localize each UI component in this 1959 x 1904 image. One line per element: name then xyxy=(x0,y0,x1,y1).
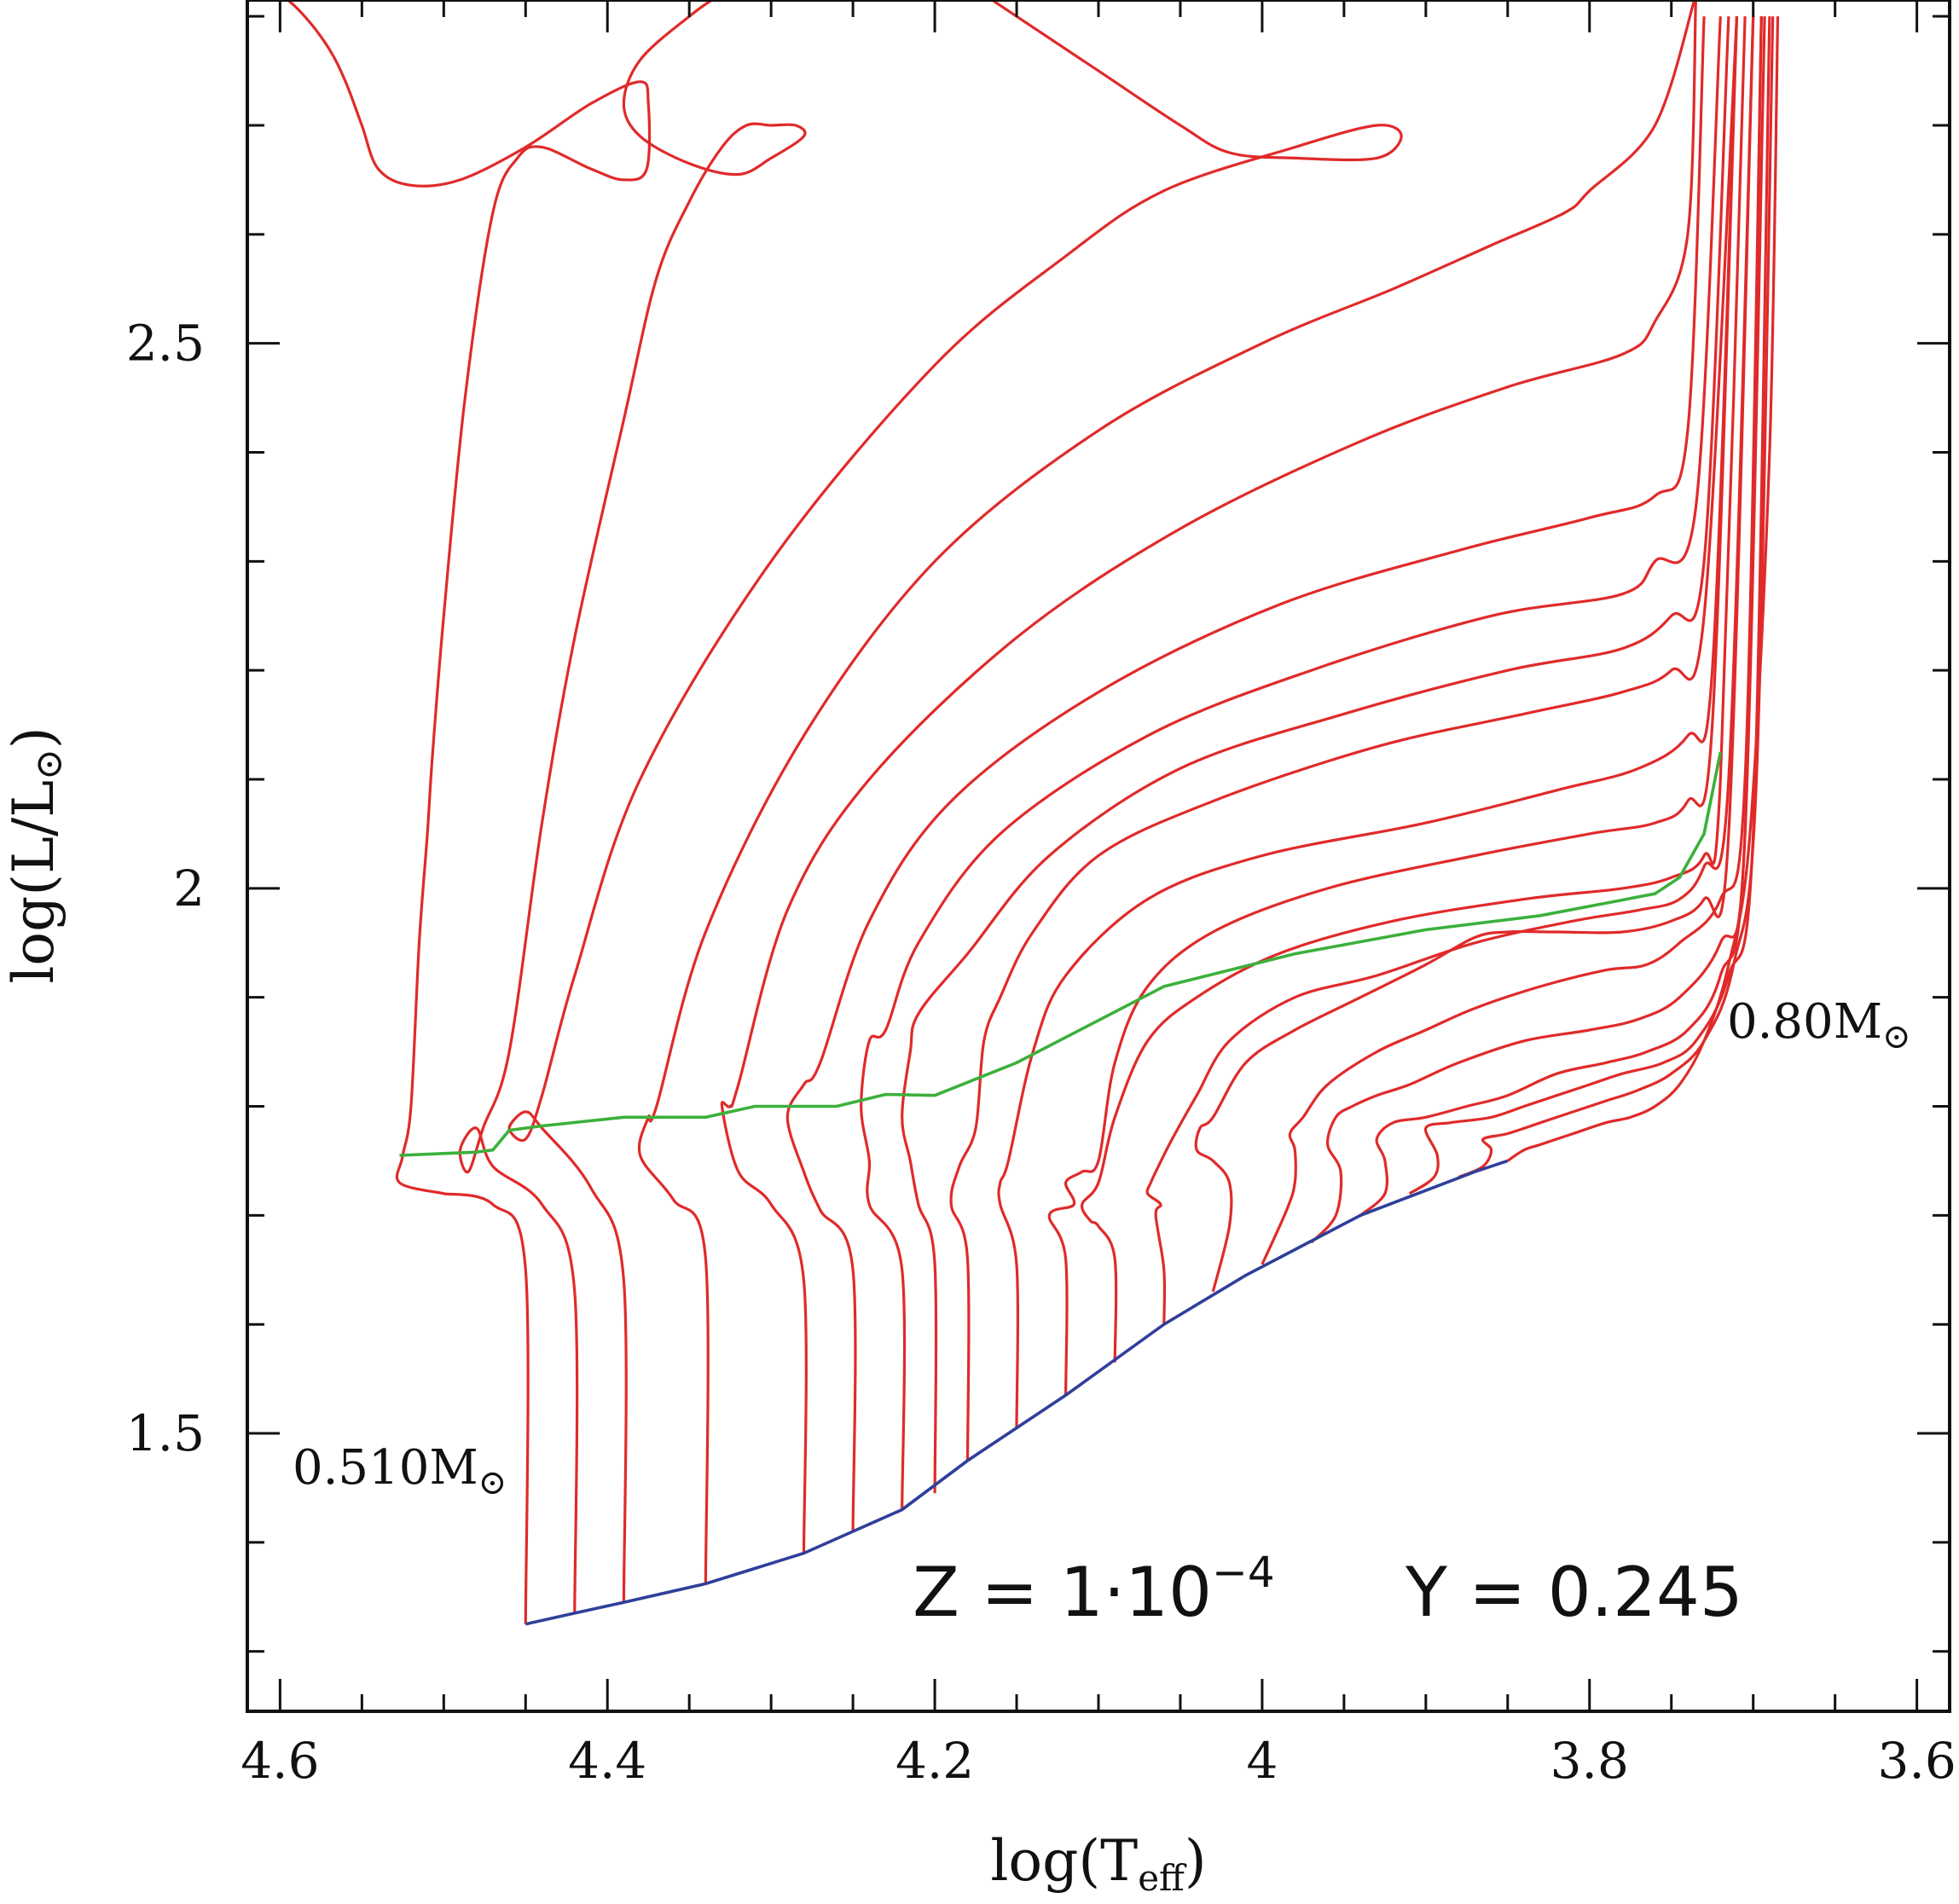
track-line-17 xyxy=(1359,16,1766,1217)
x-axis-label: log(Teff) xyxy=(990,1828,1206,1899)
track-line-13 xyxy=(1145,16,1755,1325)
high-mass-label: 0.80M⊙ xyxy=(1727,994,1911,1056)
track-line-15 xyxy=(1261,16,1763,1265)
track-line-1 xyxy=(285,0,652,1624)
track-line-12 xyxy=(1081,16,1747,1363)
y-axis-label-sun: ⊙ xyxy=(27,749,71,780)
x-tick-label: 4 xyxy=(1246,1732,1278,1790)
zahb-line xyxy=(525,1159,1509,1626)
track-line-8 xyxy=(901,16,1730,1494)
track-line-3 xyxy=(507,0,1403,1603)
x-tick-label: 4.4 xyxy=(568,1732,646,1790)
track-line-2 xyxy=(458,0,807,1613)
low-mass-sun-symbol: ⊙ xyxy=(478,1463,507,1502)
composition-y-label: Y = 0.245 xyxy=(1405,1553,1743,1632)
low-mass-label: 0.510M⊙ xyxy=(293,1440,507,1502)
y-tick-label: 1.5 xyxy=(126,1404,205,1462)
track-line-4 xyxy=(637,0,1696,1584)
track-line-11 xyxy=(1047,16,1739,1396)
y-tick-label: 2.5 xyxy=(126,315,205,373)
track-line-14 xyxy=(1194,16,1755,1293)
track-line-10 xyxy=(997,16,1739,1428)
track-line-16 xyxy=(1310,16,1763,1244)
track-line-20 xyxy=(1506,16,1780,1162)
composition-z-exponent: −4 xyxy=(1212,1548,1275,1597)
x-axis-label-subscript: eff xyxy=(1138,1857,1187,1899)
high-mass-sun-symbol: ⊙ xyxy=(1882,1017,1911,1056)
x-tick-label: 4.2 xyxy=(895,1732,974,1790)
y-axis-label: log(L/L⊙) xyxy=(1,726,71,983)
axis-ticks xyxy=(247,0,1950,1711)
x-tick-label: 3.8 xyxy=(1550,1732,1629,1790)
x-tick-label: 4.6 xyxy=(241,1732,319,1790)
helium-exhaustion-line xyxy=(399,751,1723,1157)
helium-exhaustion-line-group xyxy=(399,751,1723,1157)
track-line-6 xyxy=(785,16,1706,1532)
x-tick-label: 3.6 xyxy=(1877,1732,1956,1790)
track-line-9 xyxy=(949,16,1739,1461)
y-tick-label: 2 xyxy=(173,859,205,917)
track-line-5 xyxy=(720,0,1697,1554)
evolutionary-tracks xyxy=(285,0,1780,1624)
composition-z-label: Z = 1·10−4 xyxy=(804,1524,1340,1632)
track-line-7 xyxy=(860,16,1722,1510)
zahb-line-group xyxy=(525,1159,1509,1626)
tick-labels: 4.6 4.4 4.2 4 3.8 3.6 1.5 2 2.5 xyxy=(126,315,1956,1790)
